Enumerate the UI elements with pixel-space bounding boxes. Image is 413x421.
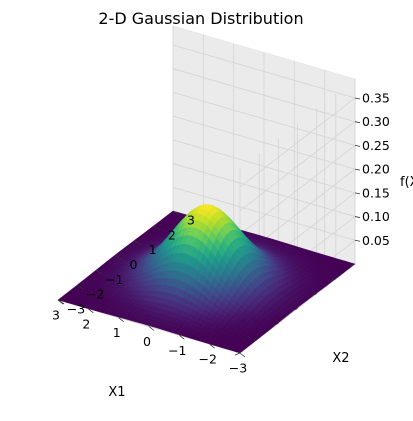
x-tick-label: −2 — [198, 352, 216, 367]
y-tick-label: 3 — [187, 213, 195, 228]
grid-line — [239, 145, 356, 235]
y-tick-label: 1 — [149, 242, 157, 257]
z-tick-label: 0.05 — [362, 233, 390, 248]
y-tick-mark — [311, 293, 317, 297]
y-tick-mark — [172, 210, 180, 216]
x-axis-label: X1 — [108, 385, 125, 400]
z-tick-mark — [354, 168, 361, 171]
grid-line — [172, 139, 356, 194]
z-tick-mark — [354, 121, 361, 124]
y-tick-mark — [115, 255, 122, 260]
z-tick-mark — [354, 145, 361, 147]
z-tick-mark — [354, 192, 361, 195]
z-tick-label: 0.15 — [362, 185, 390, 200]
y-tick-mark — [292, 308, 298, 311]
y-tick-label: −2 — [86, 287, 104, 302]
grid-line — [172, 92, 356, 146]
y-tick-mark — [96, 270, 103, 275]
y-tick-mark — [349, 263, 356, 267]
surface-patch — [57, 297, 66, 302]
z-tick-label: 0.35 — [362, 91, 390, 106]
x-tick-mark — [209, 343, 215, 349]
x-tick-mark — [239, 352, 246, 358]
y-tick-label: −1 — [105, 272, 123, 287]
z-tick-mark — [354, 216, 361, 218]
grid-line — [172, 163, 356, 217]
x-tick-mark — [179, 335, 185, 340]
y-axis-label: X2 — [332, 351, 349, 366]
y-tick-mark — [76, 284, 84, 290]
grid-line — [239, 121, 356, 212]
y-tick-mark — [153, 225, 161, 231]
z-tick-mark — [354, 97, 361, 100]
x-tick-label: 3 — [52, 308, 60, 323]
y-tick-mark — [134, 240, 141, 245]
x-tick-mark — [148, 326, 155, 331]
y-tick-mark — [330, 278, 336, 282]
z-tick-label: 0.30 — [362, 114, 390, 129]
y-tick-mark — [254, 337, 260, 341]
y-tick-label: 2 — [168, 227, 176, 242]
y-tick-label: −3 — [67, 302, 85, 317]
z-axis-label: f(X1,X2) — [400, 175, 413, 190]
z-tick-label: 0.20 — [362, 162, 390, 177]
y-tick-mark — [57, 299, 65, 305]
x-tick-label: 0 — [143, 334, 151, 349]
x-tick-label: −3 — [229, 361, 247, 376]
x-tick-label: 2 — [82, 316, 90, 331]
z-tick-label: 0.25 — [362, 138, 390, 153]
grid-line — [172, 44, 356, 99]
grid-line — [172, 115, 356, 170]
grid-line — [172, 186, 356, 241]
chart-title: 2-D Gaussian Distribution — [98, 9, 303, 28]
surface — [57, 204, 356, 354]
x-tick-label: 1 — [113, 325, 121, 340]
grid-line — [239, 97, 356, 188]
y-tick-label: 0 — [130, 257, 138, 272]
z-tick-mark — [354, 239, 361, 242]
y-tick-mark — [273, 322, 279, 326]
z-tick-label: 0.10 — [362, 209, 390, 224]
x-tick-mark — [118, 317, 124, 322]
grid-line — [172, 68, 356, 123]
y-tick-mark — [234, 352, 241, 356]
x-tick-mark — [88, 308, 94, 314]
x-tick-label: −1 — [168, 343, 186, 358]
